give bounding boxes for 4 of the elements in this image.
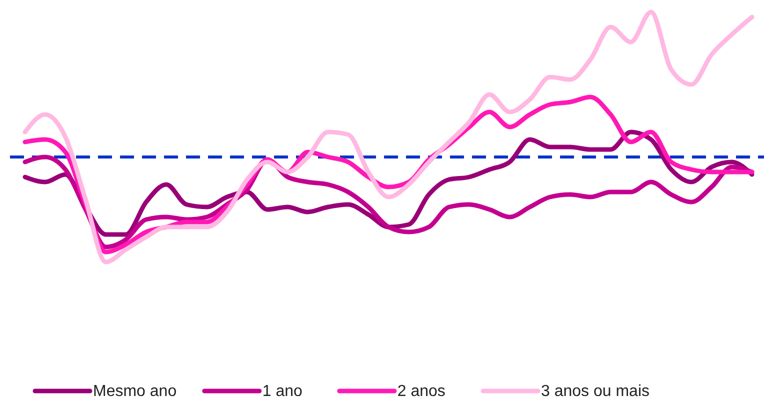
legend-label: 1 ano [262, 383, 303, 400]
legend-label: 3 anos ou mais [541, 383, 650, 400]
legend-label: 2 anos [397, 383, 446, 400]
legend-label: Mesmo ano [93, 383, 177, 400]
